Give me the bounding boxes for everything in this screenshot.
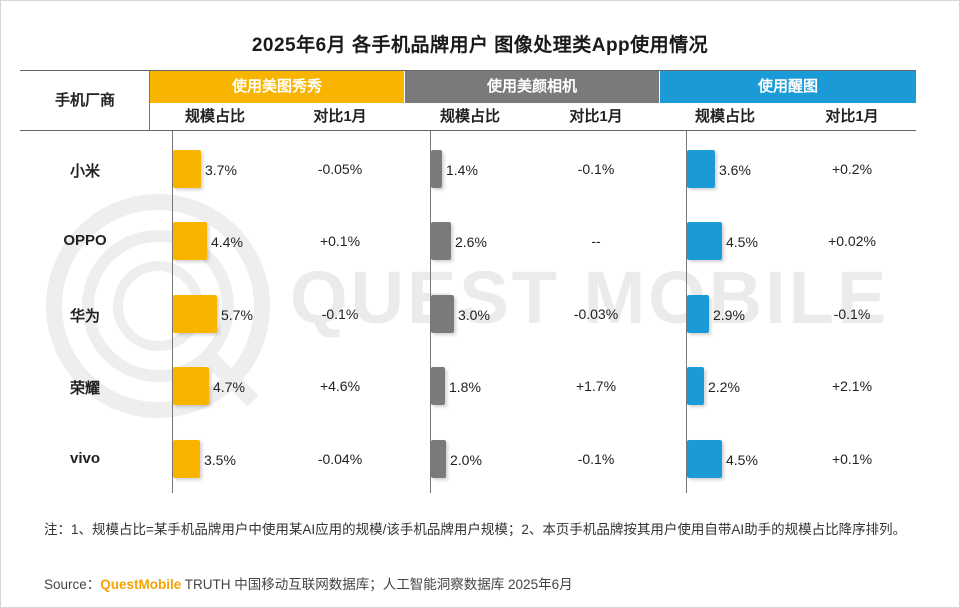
- share-value-label: 3.5%: [204, 452, 236, 468]
- source-prefix: Source：: [44, 577, 101, 592]
- change-value-label: -0.04%: [317, 451, 363, 467]
- share-value-label: 3.6%: [719, 162, 751, 178]
- bar-2-row-5: [431, 440, 446, 478]
- corner-header: 手机厂商: [54, 92, 115, 109]
- change-value-label: -0.1%: [833, 306, 871, 322]
- subheader-change: 对比1月: [313, 108, 367, 125]
- group3-axis: [686, 131, 687, 493]
- share-value-label: 1.4%: [446, 162, 478, 178]
- bar-2-row-4: [431, 367, 445, 405]
- source-rest: TRUTH 中国移动互联网数据库；人工智能洞察数据库 2025年6月: [181, 577, 573, 592]
- bar-2-row-3: [431, 295, 454, 333]
- change-value-label: +0.1%: [319, 233, 361, 249]
- change-value-label: -0.1%: [321, 306, 359, 322]
- change-value-label: +1.7%: [575, 378, 617, 394]
- change-value-label: +0.1%: [831, 451, 873, 467]
- subheader-share: 规模占比: [694, 108, 755, 125]
- change-value-label: +0.2%: [831, 161, 873, 177]
- share-value-label: 2.2%: [708, 379, 740, 395]
- share-value-label: 3.7%: [205, 162, 237, 178]
- share-value-label: 4.5%: [726, 452, 758, 468]
- bar-2-row-1: [431, 150, 442, 188]
- share-value-label: 4.4%: [211, 234, 243, 250]
- bar-1-row-2: [173, 222, 207, 260]
- chart-title: 2025年6月 各手机品牌用户 图像处理类App使用情况: [251, 35, 709, 56]
- source-brand: QuestMobile: [100, 577, 182, 592]
- bar-1-row-5: [173, 440, 200, 478]
- change-value-label: -0.03%: [573, 306, 619, 322]
- table-top-rule: [20, 70, 916, 71]
- group1-axis: [172, 131, 173, 493]
- bar-3-row-1: [687, 150, 715, 188]
- source-line: Source：QuestMobile TRUTH 中国移动互联网数据库；人工智能…: [44, 573, 573, 593]
- bar-1-row-3: [173, 295, 217, 333]
- group2-axis: [430, 131, 431, 493]
- change-value-label: -0.1%: [577, 451, 615, 467]
- footnote: 注：1、规模占比=某手机品牌用户中使用某AI应用的规模/该手机品牌用户规模；2、…: [44, 522, 907, 537]
- share-value-label: 1.8%: [449, 379, 481, 395]
- bar-1-row-1: [173, 150, 201, 188]
- share-value-label: 2.0%: [450, 452, 482, 468]
- share-value-label: 2.9%: [713, 307, 745, 323]
- subheader-share: 规模占比: [184, 108, 245, 125]
- watermark-text: QUEST MOBILE: [290, 256, 890, 339]
- row-label-brand: 荣耀: [69, 380, 100, 397]
- change-value-label: +0.02%: [828, 233, 876, 249]
- bar-3-row-4: [687, 367, 704, 405]
- bar-3-row-2: [687, 222, 722, 260]
- share-value-label: 5.7%: [221, 307, 253, 323]
- subheader-change: 对比1月: [569, 108, 623, 125]
- share-value-label: 4.7%: [213, 379, 245, 395]
- bar-2-row-2: [431, 222, 451, 260]
- group-header-2: 使用美颜相机: [405, 71, 659, 103]
- subheader-change: 对比1月: [825, 108, 879, 125]
- group-header-3: 使用醒图: [660, 71, 916, 103]
- change-value-label: -0.1%: [577, 161, 615, 177]
- divider: [149, 71, 150, 131]
- bar-3-row-5: [687, 440, 722, 478]
- change-value-label: --: [591, 233, 601, 249]
- change-value-label: +4.6%: [319, 378, 361, 394]
- row-label-brand: 华为: [69, 308, 100, 325]
- change-value-label: +2.1%: [831, 378, 873, 394]
- row-label-brand: 小米: [69, 163, 100, 180]
- row-label-brand: vivo: [69, 450, 100, 467]
- group-header-1: 使用美图秀秀: [150, 71, 404, 103]
- share-value-label: 2.6%: [455, 234, 487, 250]
- subheader-share: 规模占比: [439, 108, 500, 125]
- bar-3-row-3: [687, 295, 709, 333]
- change-value-label: -0.05%: [317, 161, 363, 177]
- row-label-brand: OPPO: [63, 232, 107, 249]
- bar-1-row-4: [173, 367, 209, 405]
- share-value-label: 4.5%: [726, 234, 758, 250]
- share-value-label: 3.0%: [458, 307, 490, 323]
- table-header-rule: [20, 130, 916, 131]
